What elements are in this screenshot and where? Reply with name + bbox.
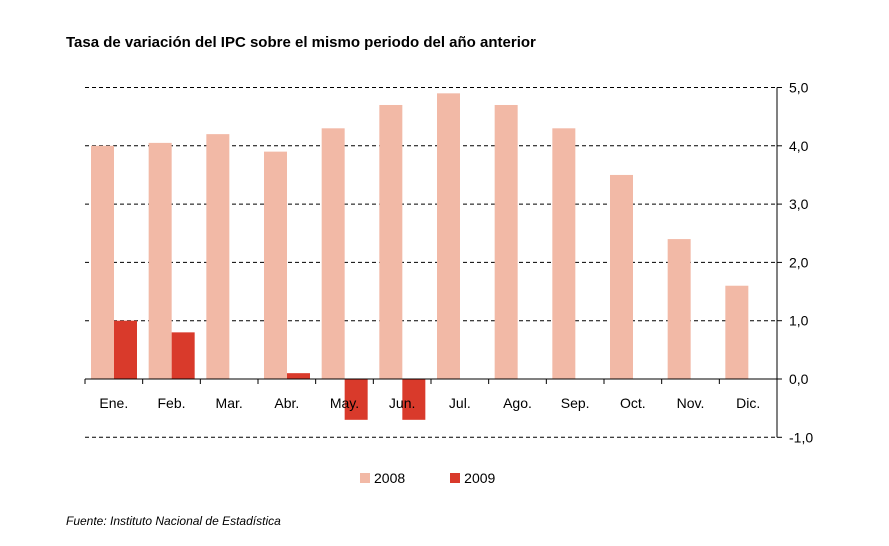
x-tick-label: Jul. bbox=[449, 395, 471, 411]
y-tick-label: -1,0 bbox=[789, 429, 813, 445]
y-tick-label: 2,0 bbox=[789, 254, 809, 270]
legend: 2008 2009 bbox=[360, 470, 495, 486]
bar-2008 bbox=[206, 134, 230, 379]
x-tick-label: Sep. bbox=[561, 395, 590, 411]
bar-2008 bbox=[667, 239, 691, 379]
bar-2008 bbox=[91, 145, 114, 379]
bar-2008 bbox=[552, 128, 576, 379]
bar-2009 bbox=[171, 332, 195, 379]
y-tick-label: 3,0 bbox=[789, 196, 809, 212]
bar-2008 bbox=[148, 142, 172, 379]
legend-item-2008: 2008 bbox=[360, 470, 405, 486]
x-tick-label: Mar. bbox=[216, 395, 243, 411]
bar-2008 bbox=[494, 104, 518, 380]
source-note: Fuente: Instituto Nacional de Estadístic… bbox=[66, 514, 281, 528]
x-tick-label: Ene. bbox=[99, 395, 128, 411]
x-tick-label: May. bbox=[330, 395, 359, 411]
y-tick-label: 1,0 bbox=[789, 313, 809, 329]
x-tick-label: Nov. bbox=[677, 395, 705, 411]
x-tick-label: Ago. bbox=[503, 395, 532, 411]
bar-2008 bbox=[725, 285, 749, 379]
legend-swatch-2009 bbox=[450, 473, 461, 483]
bar-2008 bbox=[264, 151, 287, 379]
legend-swatch-2008 bbox=[360, 473, 370, 483]
bar-2008 bbox=[610, 174, 633, 379]
legend-label-2009: 2009 bbox=[464, 470, 496, 486]
legend-label-2008: 2008 bbox=[374, 470, 406, 486]
bar-2008 bbox=[437, 93, 460, 379]
bar-2009 bbox=[287, 373, 310, 379]
x-tick-label: Oct. bbox=[620, 395, 646, 411]
legend-item-2009: 2009 bbox=[450, 470, 495, 486]
y-tick-label: 5,0 bbox=[789, 80, 809, 96]
bar-2008 bbox=[379, 104, 403, 380]
bar-2009 bbox=[344, 379, 368, 420]
y-tick-label: 0,0 bbox=[789, 371, 809, 387]
y-tick-label: 4,0 bbox=[789, 138, 809, 154]
x-tick-label: Jun. bbox=[389, 395, 415, 411]
x-tick-label: Feb. bbox=[157, 395, 185, 411]
bar-2008 bbox=[321, 128, 345, 379]
x-tick-label: Abr. bbox=[274, 395, 299, 411]
bar-2009 bbox=[114, 320, 137, 379]
chart-title: Tasa de variación del IPC sobre el mismo… bbox=[66, 34, 536, 51]
x-tick-label: Dic. bbox=[736, 395, 760, 411]
bar-2009 bbox=[402, 379, 426, 420]
